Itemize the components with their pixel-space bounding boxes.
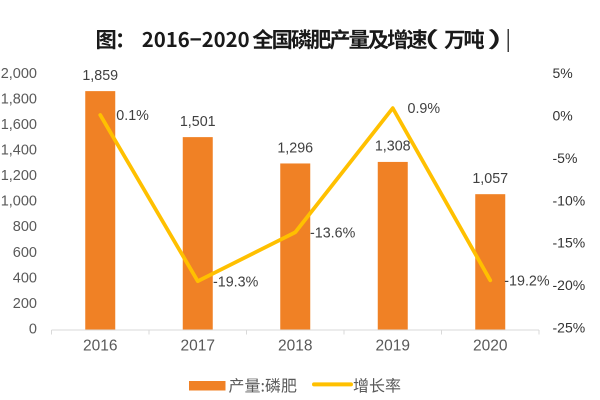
svg-text:1,501: 1,501 xyxy=(180,114,216,130)
svg-text:1,600: 1,600 xyxy=(1,117,37,133)
svg-text:200: 200 xyxy=(13,296,37,312)
svg-text:1,308: 1,308 xyxy=(375,139,411,155)
svg-text:1,000: 1,000 xyxy=(1,194,37,210)
svg-text:2019: 2019 xyxy=(376,338,410,355)
svg-text:1,800: 1,800 xyxy=(1,91,37,107)
svg-text:0%: 0% xyxy=(553,108,573,124)
svg-text:0.9%: 0.9% xyxy=(408,101,441,117)
svg-text:2016: 2016 xyxy=(83,338,117,355)
svg-text:2,000: 2,000 xyxy=(1,66,37,82)
svg-text:-10%: -10% xyxy=(553,192,586,208)
svg-text:0.1%: 0.1% xyxy=(116,108,149,124)
svg-text:-25%: -25% xyxy=(553,319,586,335)
svg-text:-19.3%: -19.3% xyxy=(213,274,259,290)
svg-text:1,200: 1,200 xyxy=(1,168,37,184)
svg-text:600: 600 xyxy=(13,245,37,261)
svg-text:800: 800 xyxy=(13,219,37,235)
svg-text:400: 400 xyxy=(13,270,37,286)
svg-text:2017: 2017 xyxy=(181,338,215,355)
svg-text:1,296: 1,296 xyxy=(277,140,313,156)
svg-text:-15%: -15% xyxy=(553,235,586,251)
svg-text:1,859: 1,859 xyxy=(82,68,118,84)
svg-text:2020: 2020 xyxy=(473,338,508,355)
svg-text:-5%: -5% xyxy=(553,150,578,166)
svg-text:-19.2%: -19.2% xyxy=(504,273,550,289)
svg-text:5%: 5% xyxy=(553,65,573,81)
svg-text:-20%: -20% xyxy=(553,277,586,293)
svg-text:1,400: 1,400 xyxy=(1,143,37,159)
svg-text:1,057: 1,057 xyxy=(472,171,508,187)
svg-text:0: 0 xyxy=(29,321,37,337)
svg-text:-13.6%: -13.6% xyxy=(310,225,356,241)
svg-text:2018: 2018 xyxy=(278,338,312,355)
